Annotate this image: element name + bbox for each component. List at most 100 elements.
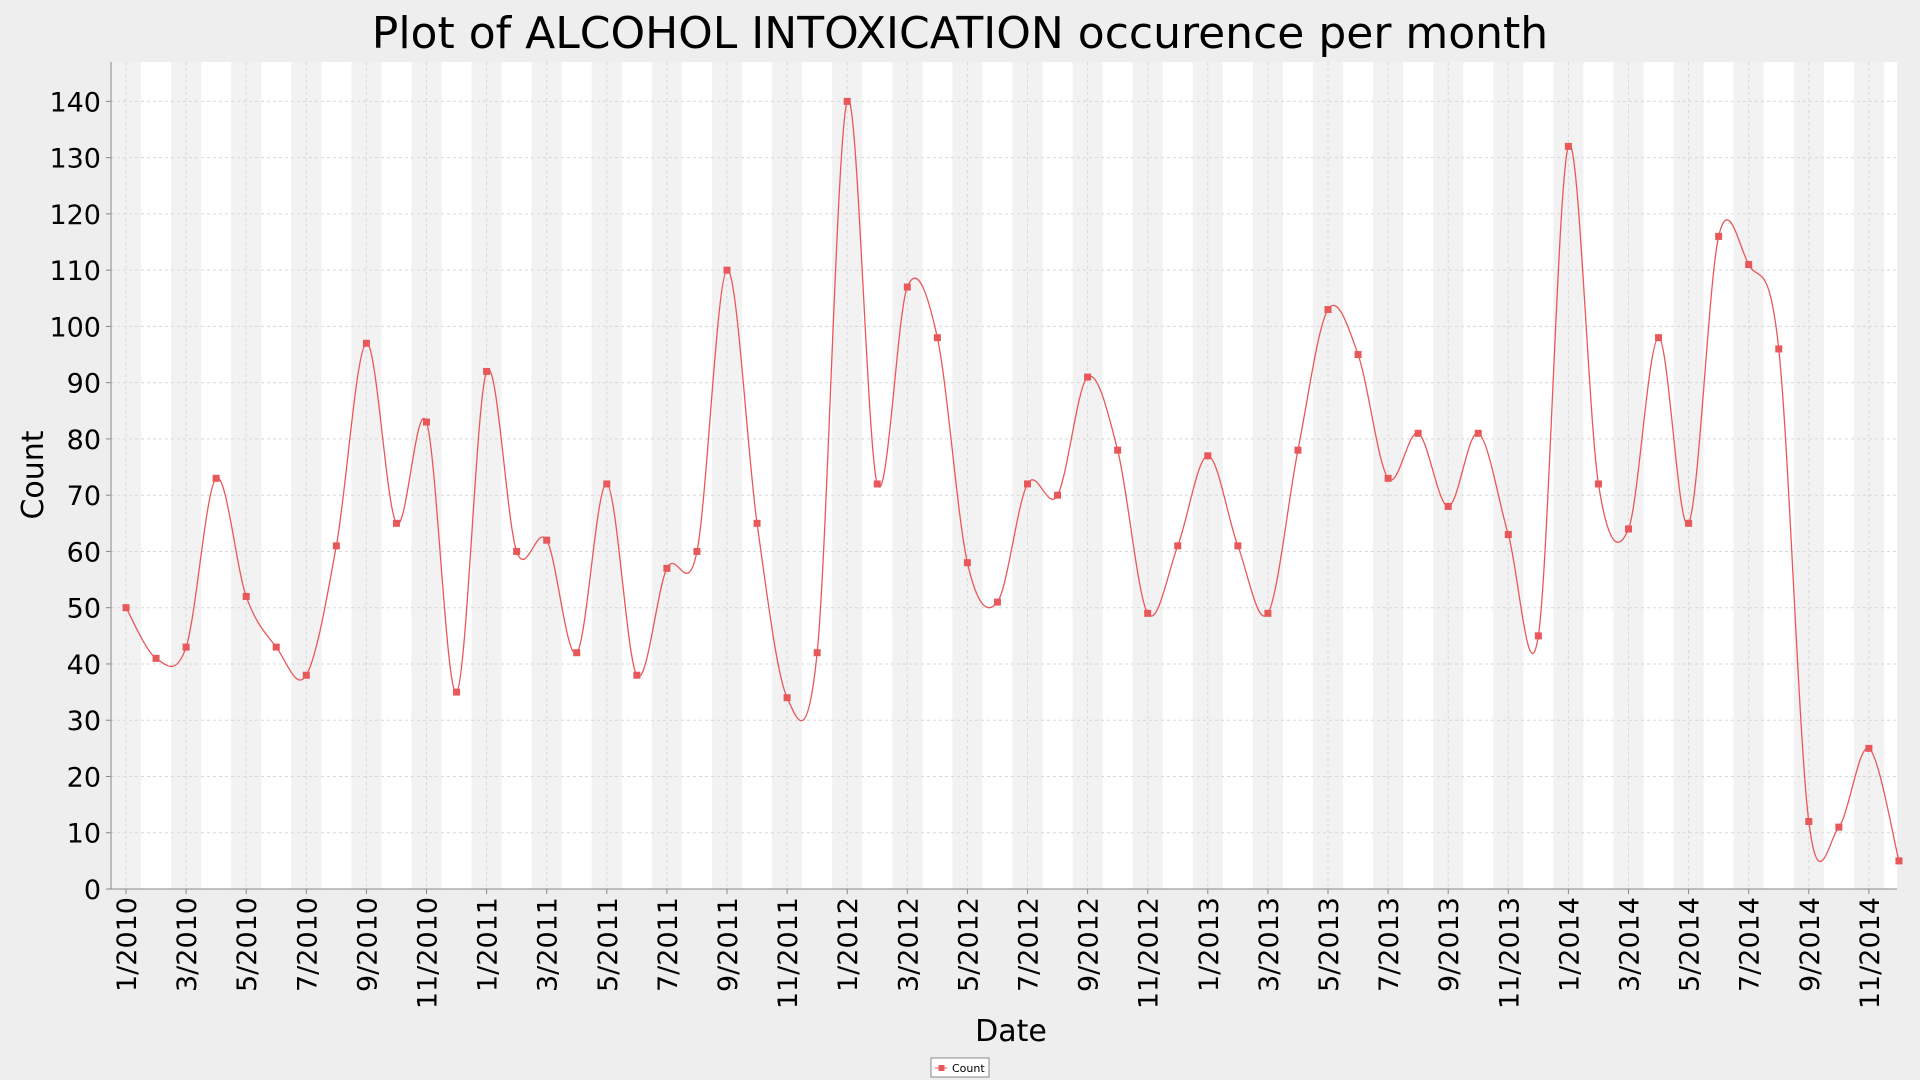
x-tick-label: 3/2010 <box>172 897 203 992</box>
x-tick-label: 3/2014 <box>1615 897 1646 992</box>
date-band <box>111 62 142 889</box>
x-tick-label: 7/2014 <box>1735 897 1766 992</box>
date-band <box>1012 62 1043 889</box>
chart-title: Plot of ALCOHOL INTOXICATION occurence p… <box>372 8 1548 59</box>
data-point <box>573 649 581 657</box>
legend-label: Count <box>952 1062 985 1075</box>
data-point <box>302 671 310 679</box>
data-point <box>453 688 461 696</box>
date-band <box>711 62 743 889</box>
data-point <box>753 519 761 527</box>
y-tick-label: 130 <box>49 144 101 175</box>
date-band <box>1433 62 1464 889</box>
x-tick-label: 3/2012 <box>893 897 924 992</box>
y-tick-label: 140 <box>49 87 101 118</box>
y-tick-label: 110 <box>49 256 101 287</box>
data-point <box>1174 542 1182 550</box>
plot-area <box>110 62 1897 890</box>
x-tick-label: 1/2010 <box>112 897 143 992</box>
date-band <box>892 62 923 889</box>
date-band <box>952 62 983 889</box>
data-point <box>182 643 190 651</box>
data-point <box>1354 351 1362 359</box>
y-tick-label: 30 <box>67 706 101 737</box>
legend-box <box>930 1057 990 1078</box>
data-point <box>423 418 430 426</box>
x-tick-label: 5/2013 <box>1314 897 1345 992</box>
data-point <box>122 604 130 612</box>
date-band <box>351 62 382 889</box>
data-point <box>1745 261 1753 269</box>
x-tick-label: 9/2011 <box>713 897 744 992</box>
data-point <box>1504 531 1512 539</box>
date-band <box>651 62 682 889</box>
data-point <box>873 480 881 488</box>
date-band <box>1493 62 1524 889</box>
data-point <box>1024 480 1031 488</box>
x-tick-label: 5/2011 <box>593 897 624 992</box>
data-point <box>513 547 521 555</box>
x-tick-label: 1/2014 <box>1554 897 1585 992</box>
data-point <box>1685 519 1693 527</box>
data-point <box>1084 373 1092 381</box>
data-point <box>1895 857 1903 865</box>
data-point <box>1715 232 1723 240</box>
date-band <box>1553 62 1584 889</box>
y-tick-label: 90 <box>67 369 101 400</box>
data-point <box>483 367 491 375</box>
data-point <box>783 694 791 702</box>
x-tick-label: 11/2010 <box>413 897 444 1009</box>
y-tick-label: 60 <box>67 537 101 568</box>
data-point <box>1594 480 1602 488</box>
y-tick-label: 70 <box>67 481 101 512</box>
plot-background <box>111 62 1897 889</box>
x-tick-label: 5/2014 <box>1675 897 1706 992</box>
data-point <box>1324 306 1332 314</box>
x-tick-label: 9/2013 <box>1434 897 1465 992</box>
x-tick-label: 1/2012 <box>833 897 864 992</box>
date-band <box>1072 62 1103 889</box>
data-point <box>1474 429 1482 437</box>
date-band <box>1793 62 1824 889</box>
data-point <box>963 559 971 567</box>
data-point <box>933 334 941 342</box>
x-tick-label: 9/2010 <box>352 897 383 992</box>
x-tick-label: 1/2013 <box>1194 897 1225 992</box>
data-point <box>1835 823 1843 831</box>
x-axis-title: Date <box>975 1014 1047 1049</box>
x-tick-label: 3/2013 <box>1254 897 1285 992</box>
y-tick-label: 10 <box>67 819 101 850</box>
date-band <box>1252 62 1283 889</box>
data-point <box>1775 345 1783 353</box>
data-point <box>152 654 160 662</box>
date-band <box>1132 62 1163 889</box>
date-band <box>1673 62 1704 889</box>
y-tick-label: 20 <box>67 762 101 793</box>
date-band <box>531 62 562 889</box>
data-point <box>1865 744 1873 752</box>
x-tick-label: 5/2012 <box>953 897 984 992</box>
data-point <box>242 592 250 600</box>
x-tick-label: 11/2012 <box>1134 897 1165 1009</box>
date-band <box>772 62 803 889</box>
x-tick-label: 7/2011 <box>653 897 684 992</box>
data-point <box>1384 474 1392 482</box>
x-axis: 1/2010 3/2010 5/2010 7/2010 9/2010 11/2010 1/2… <box>112 889 1886 1009</box>
series-layer <box>122 97 1903 865</box>
x-tick-label: 7/2013 <box>1374 897 1405 992</box>
data-point <box>813 649 821 657</box>
y-tick-label: 40 <box>67 650 101 681</box>
x-tick-label: 11/2013 <box>1494 897 1525 1009</box>
y-tick-label: 100 <box>49 312 101 343</box>
date-band <box>471 62 502 889</box>
date-band <box>1733 62 1764 889</box>
data-point <box>543 536 551 544</box>
series-line <box>125 99 1900 863</box>
data-point <box>633 671 641 679</box>
y-tick-label: 50 <box>67 594 101 625</box>
data-point <box>1444 502 1452 510</box>
data-point <box>1564 142 1572 150</box>
y-tick-label: 120 <box>49 200 101 231</box>
y-tick-label: 0 <box>84 875 101 906</box>
